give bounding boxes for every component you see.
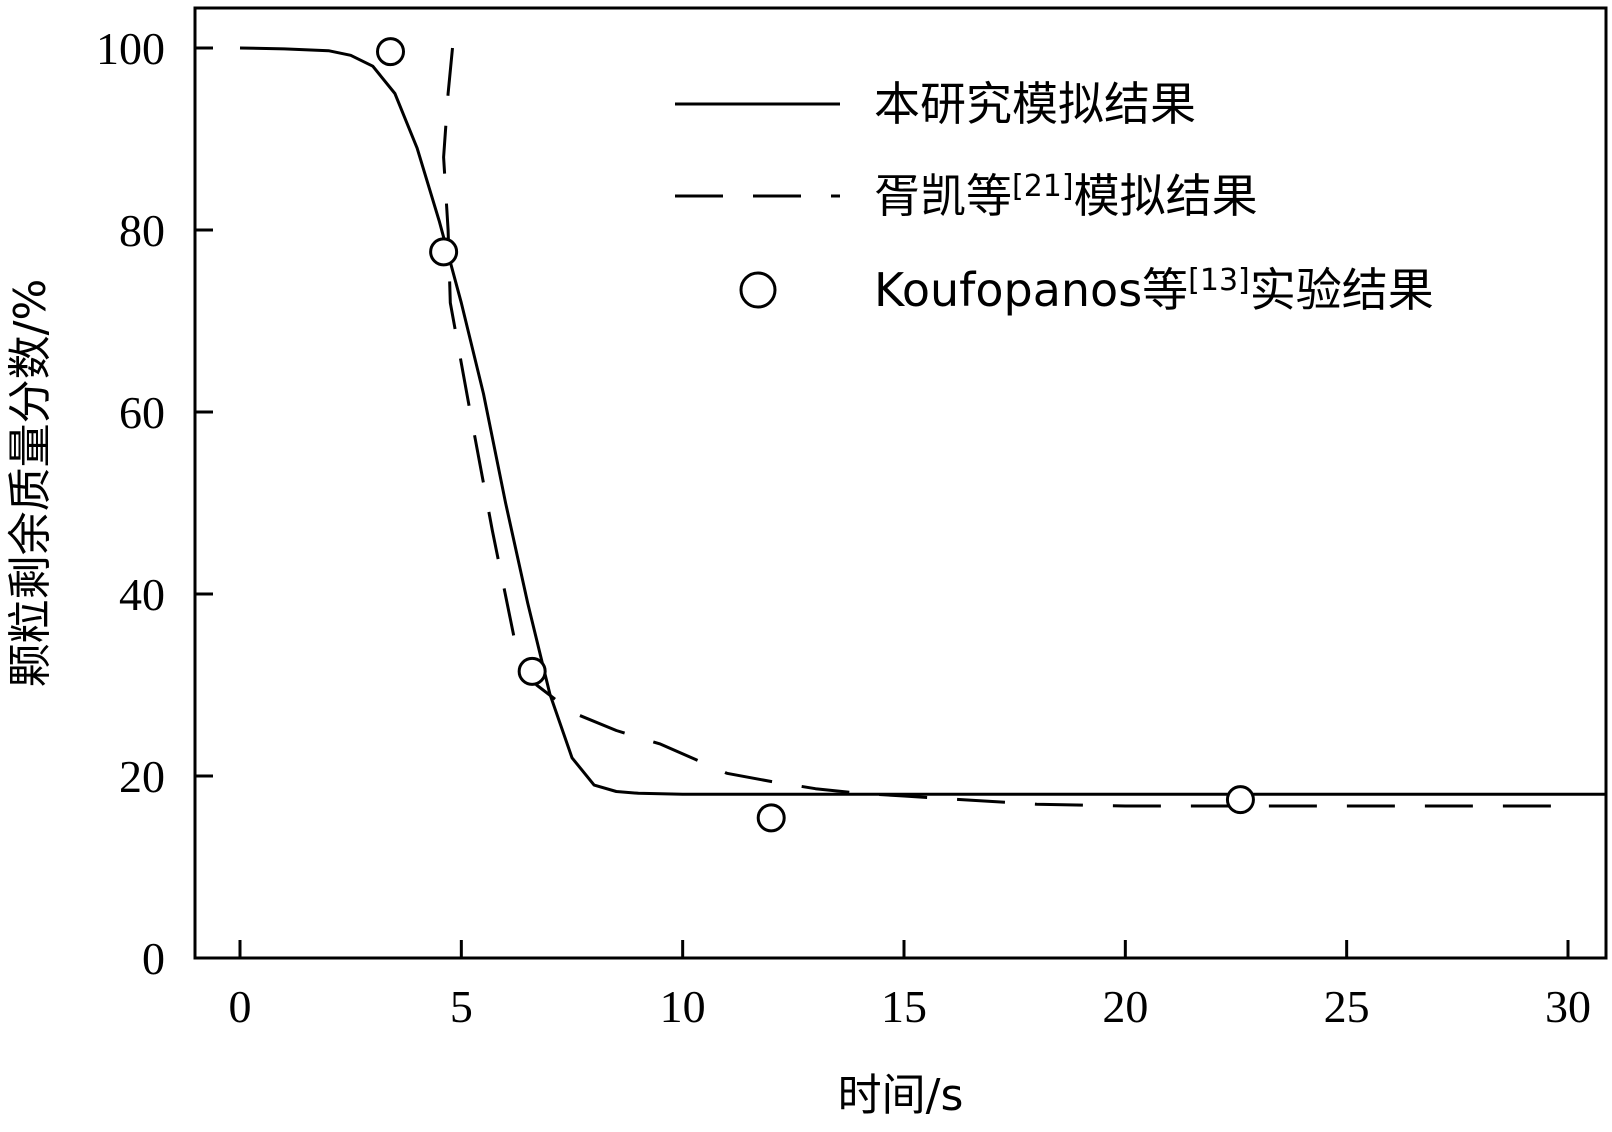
legend-label-2: Koufopanos等[13]实验结果 [874, 263, 1434, 317]
y-tick-label-100: 100 [96, 23, 165, 74]
x-axis: 0 5 10 15 20 25 30 [229, 940, 1591, 1032]
plot-border [193, 6, 1608, 960]
series-xu-kai-line [442, 47, 1568, 808]
x-axis-label: 时间/s [838, 1070, 964, 1121]
legend-label-1: 胥凯等[21]模拟结果 [874, 169, 1258, 223]
series-layer [239, 37, 1606, 833]
experiment-point [1225, 785, 1255, 815]
x-tick-label-10: 10 [660, 981, 706, 1032]
y-tick-label-60: 60 [119, 387, 165, 438]
y-tick-label-80: 80 [119, 205, 165, 256]
y-tick-label-0: 0 [142, 933, 165, 984]
y-axis: 0 20 40 60 80 100 [96, 23, 213, 984]
experiment-point [517, 656, 547, 686]
y-tick-label-20: 20 [119, 751, 165, 802]
x-tick-label-25: 25 [1324, 981, 1370, 1032]
series-this-study-line [239, 46, 1606, 796]
x-tick-label-5: 5 [450, 981, 473, 1032]
x-tick-label-30: 30 [1545, 981, 1591, 1032]
y-axis-label: 颗粒剩余质量分数/% [5, 279, 56, 688]
x-tick-label-20: 20 [1102, 981, 1148, 1032]
legend-label-0: 本研究模拟结果 [874, 77, 1196, 131]
experiment-point [429, 237, 459, 267]
x-tick-label-0: 0 [229, 981, 252, 1032]
experiment-point [376, 37, 406, 67]
legend-swatch-marker [739, 271, 777, 309]
experiment-point [756, 803, 786, 833]
y-tick-label-40: 40 [119, 569, 165, 620]
x-tick-label-15: 15 [881, 981, 927, 1032]
plot-frame [193, 6, 1608, 960]
